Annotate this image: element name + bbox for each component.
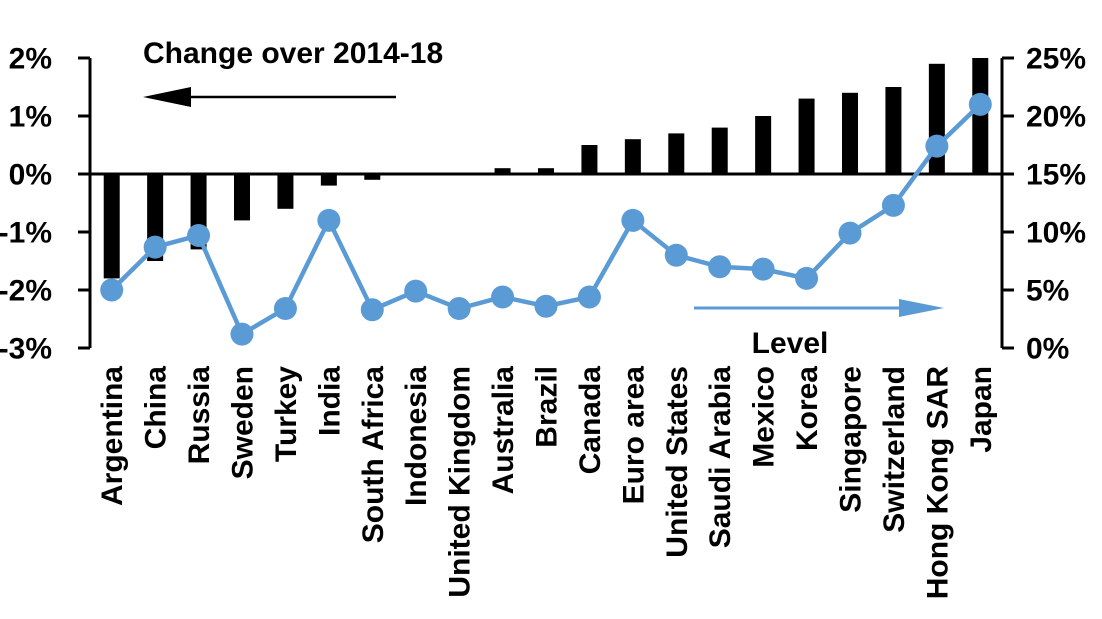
marker-japan (968, 92, 992, 116)
bar-japan (972, 58, 989, 174)
x-label-united-kingdom: United Kingdom (444, 366, 477, 598)
x-label-mexico: Mexico (748, 366, 781, 468)
right-arrow-icon (694, 299, 944, 317)
marker-india (317, 208, 341, 232)
x-label-euro-area: Euro area (617, 366, 650, 505)
x-label-australia: Australia (487, 366, 520, 495)
marker-euro-area (621, 208, 645, 232)
right-axis-tick-label: 25% (1026, 43, 1086, 76)
bar-korea (798, 98, 815, 174)
x-label-china: China (140, 366, 173, 450)
x-label-india: India (313, 366, 346, 436)
marker-singapore (838, 221, 862, 245)
marker-brazil (534, 294, 558, 318)
x-label-united-states: United States (661, 366, 694, 558)
right-axis-tick-label: 15% (1026, 159, 1086, 192)
x-label-canada: Canada (574, 366, 607, 475)
x-label-singapore: Singapore (835, 366, 868, 513)
right-axis-tick-label: 0% (1026, 333, 1069, 366)
left-axis-tick-label: -2% (0, 275, 52, 308)
bar-euro-area (624, 139, 641, 174)
left-axis-tick-label: -3% (0, 333, 52, 366)
x-label-south-africa: South Africa (357, 366, 390, 544)
bar-sweden (234, 174, 250, 221)
x-label-indonesia: Indonesia (400, 366, 433, 506)
x-label-saudi-arabia: Saudi Arabia (704, 366, 737, 549)
marker-turkey (273, 297, 297, 321)
marker-saudi-arabia (708, 255, 732, 279)
line-series-label: Level (752, 327, 829, 360)
marker-canada (577, 285, 601, 309)
bar-south-africa (364, 174, 381, 180)
right-axis-tick-label: 20% (1026, 101, 1086, 134)
left-arrow-icon (143, 87, 396, 107)
bar-saudi-arabia (711, 127, 728, 174)
chart-plot: 2% 1% 0% -1% -2% -3% 25% 20% 15% 10% 5% 0% Argentina… (0, 43, 1086, 600)
right-axis-tick-label: 10% (1026, 217, 1086, 250)
x-label-brazil: Brazil (531, 366, 564, 448)
x-label-argentina: Argentina (96, 366, 129, 506)
bar-india (320, 174, 337, 186)
x-label-switzerland: Switzerland (878, 366, 911, 533)
marker-korea (795, 266, 819, 290)
x-label-sweden: Sweden (227, 366, 260, 479)
x-label-korea: Korea (791, 366, 824, 451)
x-label-hong-kong-sar: Hong Kong SAR (921, 366, 954, 600)
bar-brazil (538, 168, 554, 174)
bar-united-states (668, 133, 685, 174)
x-label-russia: Russia (183, 366, 216, 465)
marker-russia (187, 223, 211, 247)
bar-switzerland (885, 87, 902, 174)
bar-mexico (755, 116, 772, 174)
marker-united-kingdom (447, 297, 471, 321)
bar-argentina (103, 174, 120, 279)
marker-indonesia (404, 279, 428, 303)
left-axis-tick-label: 1% (9, 101, 52, 134)
bar-series-label: Change over 2014-18 (143, 37, 443, 70)
x-label-turkey: Turkey (270, 366, 303, 462)
bar-singapore (842, 92, 858, 174)
left-axis-tick-label: 0% (9, 159, 52, 192)
marker-mexico (751, 257, 775, 281)
x-label-japan: Japan (965, 366, 998, 453)
marker-australia (491, 285, 515, 309)
marker-china (143, 235, 167, 259)
bar-turkey (277, 174, 294, 209)
left-axis-tick-label: -1% (0, 217, 52, 250)
left-axis-tick-label: 2% (9, 43, 52, 76)
marker-south-africa (360, 298, 384, 322)
bar-australia (494, 168, 511, 174)
marker-switzerland (881, 193, 905, 217)
right-axis-tick-label: 5% (1026, 275, 1069, 308)
marker-argentina (100, 278, 124, 302)
bar-canada (581, 145, 598, 174)
marker-sweden (230, 322, 254, 346)
marker-united-states (664, 243, 688, 267)
marker-hong-kong-sar (925, 134, 949, 158)
